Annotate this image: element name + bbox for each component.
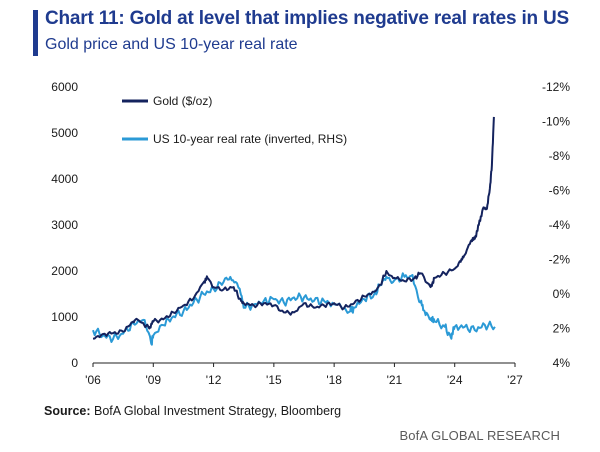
y-right-tick-label: 0% [553,287,571,301]
legend-label-gold: Gold ($/oz) [153,94,212,108]
y-right-tick-label: -12% [542,80,570,94]
x-tick-label: '18 [326,373,342,387]
legend: Gold ($/oz) US 10-year real rate (inverte… [122,94,347,146]
x-tick-label: '27 [507,373,523,387]
y-left-tick-label: 3000 [51,218,78,232]
x-tick-label: '06 [85,373,101,387]
y-right-tick-label: -6% [549,184,571,198]
x-tick-label: '09 [145,373,161,387]
chart-subtitle: Gold price and US 10-year real rate [45,36,298,53]
y-left-tick-label: 5000 [51,126,78,140]
axes-layer: '06 '09 '12 '15 '18 '21 '24 '27 0 1000 2000 3000 400… [51,80,570,387]
legend-label-real-rate: US 10-year real rate (inverted, RHS) [153,132,347,146]
x-tick-label: '21 [387,373,403,387]
y-right-tick-label: 4% [553,356,571,370]
source-text: BofA Global Investment Strategy, Bloombe… [90,404,342,418]
gold-price-line [92,116,495,340]
source-note: Source: BofA Global Investment Strategy,… [44,404,341,418]
source-label: Source: [44,404,91,418]
y-right-tick-label: -10% [542,115,570,129]
x-tick-label: '15 [266,373,282,387]
y-right-tick-label: 2% [553,322,571,336]
chart-title: Chart 11: Gold at level that implies neg… [45,8,570,29]
y-right-tick-label: -2% [549,253,571,267]
y-left-tick-label: 1000 [51,310,78,324]
y-left-tick-label: 0 [71,356,78,370]
x-tick-label: '24 [447,373,463,387]
y-left-tick-label: 6000 [51,80,78,94]
brand-logo-text: BofA GLOBAL RESEARCH [399,428,560,443]
series-layer [92,116,496,346]
title-accent-bar [33,10,38,56]
y-right-tick-label: -4% [549,218,571,232]
y-left-tick-label: 2000 [51,264,78,278]
real-rate-line [92,272,496,346]
y-left-tick-label: 4000 [51,172,78,186]
x-tick-label: '12 [206,373,222,387]
y-right-tick-label: -8% [549,149,571,163]
